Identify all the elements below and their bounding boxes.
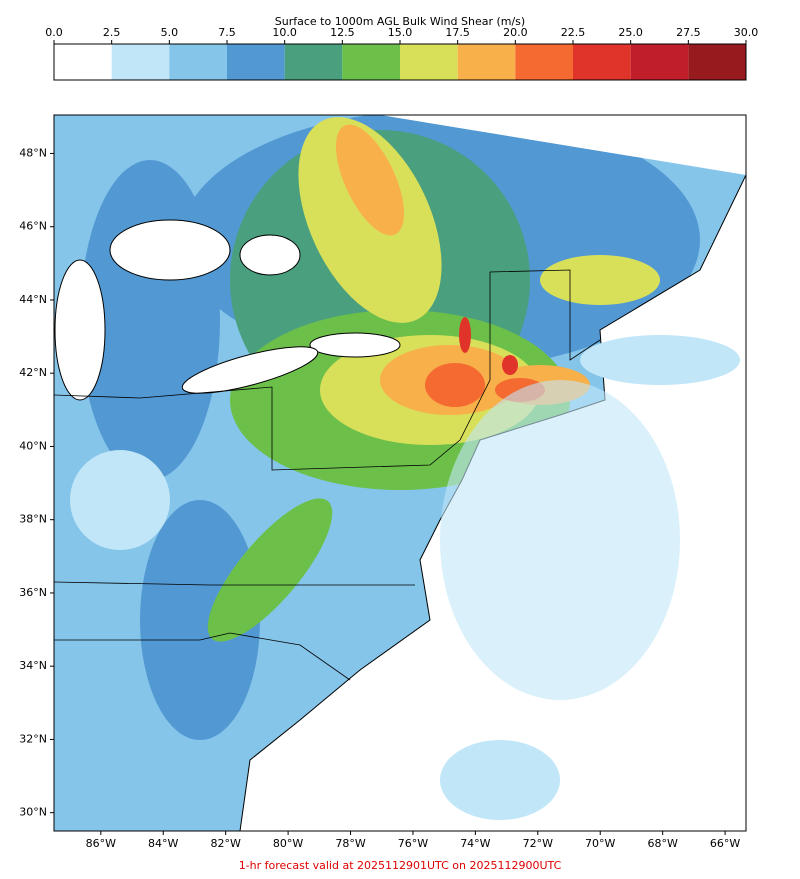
colorbar-bin (573, 44, 631, 80)
x-tick-label: 74°W (460, 837, 490, 850)
field-region (502, 355, 518, 375)
colorbar-bin (515, 44, 573, 80)
colorbar-tick-label: 20.0 (503, 26, 528, 39)
lake (239, 234, 301, 276)
y-tick-label: 44°N (19, 293, 47, 306)
lake (109, 219, 231, 281)
colorbar-title: Surface to 1000m AGL Bulk Wind Shear (m/… (275, 15, 525, 28)
field-region (207, 498, 333, 642)
borders (54, 581, 415, 586)
borders (54, 269, 601, 471)
colorbar-tick-label: 15.0 (388, 26, 413, 39)
colorbar-bin (342, 44, 400, 80)
x-tick-label: 84°W (148, 837, 178, 850)
colorbar-bin (630, 44, 689, 80)
colorbar-tick-label: 22.5 (561, 26, 586, 39)
y-tick-label: 38°N (19, 513, 47, 526)
lake (309, 332, 401, 358)
y-tick-label: 30°N (19, 806, 47, 819)
field-region (140, 500, 260, 740)
colorbar-tick-label: 0.0 (45, 26, 63, 39)
colorbar-tick-label: 17.5 (445, 26, 470, 39)
colorbar-bin (400, 44, 458, 80)
borders (54, 632, 351, 681)
lake (181, 346, 319, 394)
y-tick-label: 34°N (19, 659, 47, 672)
lake (54, 259, 106, 401)
y-tick-label: 32°N (19, 732, 47, 745)
colorbar-bin (284, 44, 343, 80)
field-region (459, 317, 471, 353)
colorbar: 0.0 2.5 5.0 7.5 10.0 12.5 15.0 17.5 20.0 22.5 25.0… (45, 26, 759, 81)
x-tick-label: 66°W (710, 837, 740, 850)
x-tick-label: 68°W (647, 837, 677, 850)
projection-edge (380, 115, 746, 175)
colorbar-bin (169, 44, 227, 80)
map-frame (53, 114, 747, 832)
ocean-field (580, 335, 740, 385)
colorbar-tick-label: 12.5 (330, 26, 355, 39)
x-tick-label: 80°W (273, 837, 303, 850)
y-tick-label: 42°N (19, 366, 47, 379)
ocean-field (440, 740, 560, 820)
field-region (540, 255, 660, 305)
x-tick-label: 82°W (210, 837, 240, 850)
colorbar-tick-label: 27.5 (676, 26, 701, 39)
x-tick-label: 70°W (585, 837, 615, 850)
x-tick-label: 76°W (398, 837, 428, 850)
colorbar-tick-label: 5.0 (161, 26, 179, 39)
colorbar-tick-label: 2.5 (103, 26, 121, 39)
x-tick-label: 78°W (335, 837, 365, 850)
y-tick-label: 48°N (19, 146, 47, 159)
ocean-field (440, 380, 680, 700)
colorbar-tick-label: 7.5 (218, 26, 236, 39)
field-region (70, 450, 170, 550)
map-axes: 86°W 84°W 82°W 80°W 78°W 76°W 74°W 72°W 70°W 68°W… (19, 146, 740, 850)
x-tick-label: 72°W (523, 837, 553, 850)
y-tick-label: 46°N (19, 220, 47, 233)
colorbar-bin (54, 44, 112, 80)
y-tick-label: 40°N (19, 439, 47, 452)
colorbar-bin (111, 44, 170, 80)
colorbar-tick-label: 10.0 (272, 26, 297, 39)
footer: 1-hr forecast valid at 2025112901UTC on … (239, 859, 562, 872)
colorbar-tick-label: 25.0 (618, 26, 643, 39)
colorbar-tick-label: 30.0 (734, 26, 759, 39)
y-tick-label: 36°N (19, 586, 47, 599)
colorbar-bin (227, 44, 285, 80)
field-region (335, 124, 405, 236)
colorbar-bin (457, 44, 516, 80)
x-tick-label: 86°W (86, 837, 116, 850)
field-region (425, 363, 485, 407)
colorbar-bin (688, 44, 746, 80)
map-field (54, 115, 746, 831)
